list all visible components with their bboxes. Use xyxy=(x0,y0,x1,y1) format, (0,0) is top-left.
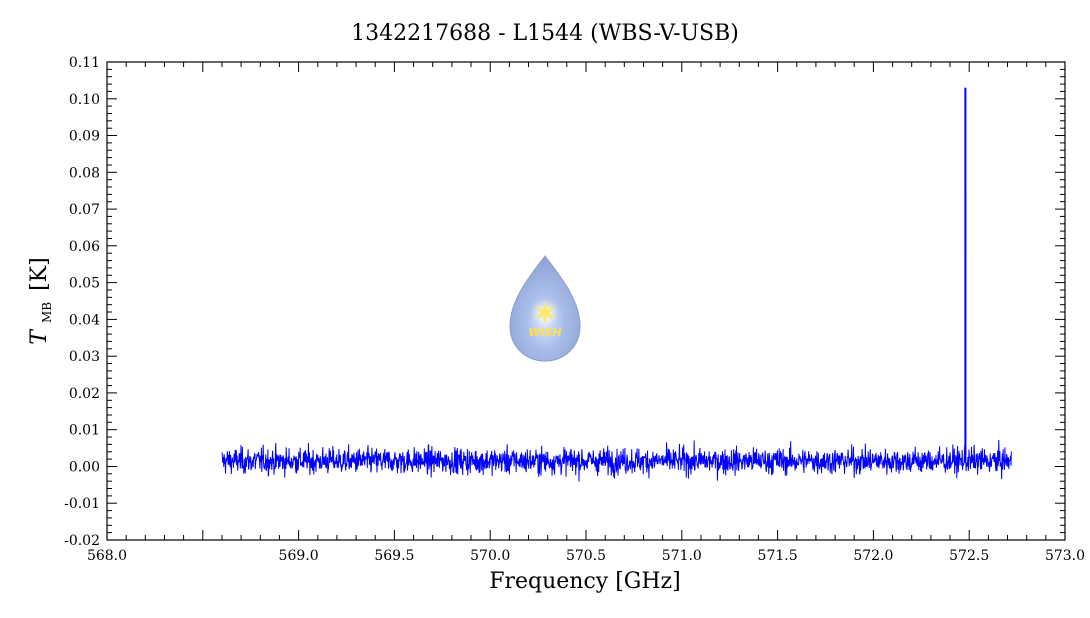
x-tick-label: 570.5 xyxy=(566,548,606,564)
y-tick-label: 0.01 xyxy=(69,423,100,439)
y-axis-label-symbol: T xyxy=(27,328,52,345)
y-tick-label: -0.02 xyxy=(64,533,100,549)
y-axis-label-subscript: MB xyxy=(40,302,54,323)
plot-frame xyxy=(106,61,1066,541)
x-tick-label: 572.5 xyxy=(949,548,989,564)
y-tick-label: 0.08 xyxy=(69,165,100,181)
x-axis-label: Frequency [GHz] xyxy=(489,569,681,594)
y-tick-label: 0.06 xyxy=(69,239,100,255)
x-tick-label: 571.0 xyxy=(662,548,702,564)
axes: 568.0 569.0 569.5 570.0 570.5 571.0 571.5 572.0… xyxy=(64,55,1085,564)
series-layer xyxy=(221,87,1012,482)
chart-title: 1342217688 - L1544 (WBS-V-USB) xyxy=(351,21,739,46)
spectrum-series-line xyxy=(221,87,1012,482)
wish-logo: WISH xyxy=(509,255,581,362)
x-tick-label: 568.0 xyxy=(87,548,127,564)
y-tick-label: 0.10 xyxy=(69,92,100,108)
svg-text:T MB [K]: T MB [K] xyxy=(27,257,57,344)
logo-text: WISH xyxy=(528,326,561,339)
y-tick-label: 0.00 xyxy=(69,460,100,476)
x-tick-label: 573.0 xyxy=(1045,548,1085,564)
x-tick-label: 569.5 xyxy=(374,548,414,564)
y-axis-label: T MB [K] xyxy=(27,257,57,344)
y-tick-label: 0.02 xyxy=(69,386,100,402)
y-tick-label: -0.01 xyxy=(64,496,100,512)
y-tick-label: 0.09 xyxy=(69,129,100,145)
y-tick-label: 0.05 xyxy=(69,276,100,292)
y-tick-label: 0.03 xyxy=(69,349,100,365)
x-tick-label: 570.0 xyxy=(470,548,510,564)
y-tick-label: 0.04 xyxy=(69,312,100,328)
x-tick-label: 569.0 xyxy=(279,548,319,564)
x-tick-label: 572.0 xyxy=(853,548,893,564)
y-tick-label: 0.07 xyxy=(69,202,100,218)
y-tick-label: 0.11 xyxy=(69,55,100,71)
star-icon xyxy=(535,302,555,324)
y-axis-label-unit: [K] xyxy=(27,257,52,291)
x-tick-label: 571.5 xyxy=(758,548,798,564)
